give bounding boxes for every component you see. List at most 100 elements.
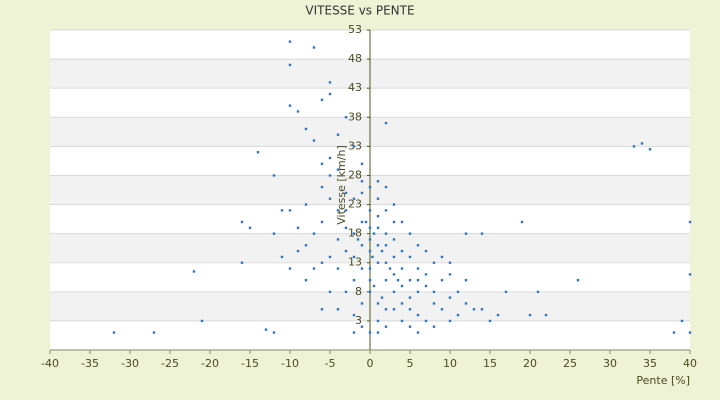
- point: [360, 302, 364, 305]
- point: [376, 302, 380, 305]
- point: [372, 232, 376, 235]
- point: [376, 197, 380, 200]
- point: [384, 232, 388, 235]
- chart-title: VITESSE vs PENTE: [305, 4, 414, 18]
- point: [480, 308, 484, 311]
- point: [424, 249, 428, 253]
- point: [400, 302, 404, 305]
- point: [536, 290, 540, 294]
- point: [368, 226, 372, 230]
- point: [392, 273, 396, 276]
- point: [352, 313, 356, 317]
- point: [272, 174, 276, 177]
- point: [408, 278, 412, 282]
- x-tick-label: -40: [41, 357, 59, 370]
- y-tick-label: 8: [355, 285, 362, 298]
- point: [376, 261, 380, 264]
- point: [288, 104, 292, 107]
- y-tick-label: 23: [348, 198, 362, 211]
- point: [320, 162, 324, 166]
- point: [400, 249, 404, 253]
- point: [280, 255, 284, 259]
- point: [192, 270, 196, 273]
- point: [328, 174, 332, 177]
- point: [472, 308, 476, 311]
- point: [320, 220, 324, 224]
- point: [328, 81, 332, 84]
- x-tick-label: 25: [563, 357, 577, 370]
- point: [320, 308, 324, 311]
- point: [448, 261, 452, 264]
- point: [448, 273, 452, 276]
- point: [380, 296, 384, 299]
- point: [360, 267, 364, 270]
- point: [464, 232, 468, 235]
- point: [200, 319, 204, 323]
- point: [352, 331, 356, 334]
- point: [376, 180, 380, 183]
- x-tick-label: -35: [81, 357, 99, 370]
- point: [312, 139, 316, 142]
- x-tick-label: -20: [201, 357, 219, 370]
- point: [576, 278, 580, 282]
- point: [408, 325, 412, 328]
- point: [368, 249, 372, 253]
- point: [448, 319, 452, 323]
- point: [312, 232, 316, 235]
- point: [464, 278, 468, 282]
- point: [320, 98, 324, 102]
- point: [440, 308, 444, 311]
- point: [384, 325, 388, 328]
- point: [352, 255, 356, 259]
- point: [648, 148, 652, 151]
- point: [400, 284, 404, 288]
- point: [376, 331, 380, 334]
- point: [336, 168, 340, 171]
- point: [371, 255, 374, 259]
- y-tick-label: 3: [355, 314, 362, 327]
- point: [408, 296, 412, 299]
- point: [640, 142, 644, 145]
- point: [356, 238, 360, 241]
- point: [328, 197, 332, 200]
- point: [336, 238, 340, 241]
- point: [392, 308, 396, 311]
- point: [360, 180, 364, 183]
- point: [440, 278, 444, 282]
- point: [368, 290, 372, 294]
- point: [344, 290, 348, 294]
- y-tick-label: 28: [348, 168, 362, 181]
- point: [368, 238, 372, 241]
- point: [272, 232, 276, 235]
- point: [336, 133, 340, 136]
- point: [416, 267, 420, 270]
- point: [496, 313, 500, 317]
- x-axis-title: Pente [%]: [636, 374, 690, 387]
- point: [416, 244, 420, 247]
- point: [328, 156, 332, 160]
- point: [380, 249, 384, 253]
- point: [456, 290, 460, 294]
- x-tick-label: 30: [603, 357, 617, 370]
- point: [368, 267, 372, 270]
- point: [240, 261, 244, 264]
- x-tick-label: -30: [121, 357, 139, 370]
- point: [328, 290, 332, 294]
- point: [400, 267, 404, 270]
- point: [384, 261, 388, 264]
- point: [432, 302, 436, 305]
- point: [400, 220, 404, 224]
- point: [480, 232, 484, 235]
- x-tick-label: -10: [281, 357, 299, 370]
- point: [376, 244, 380, 247]
- point: [320, 261, 324, 264]
- point: [384, 244, 388, 247]
- point: [248, 226, 252, 230]
- x-tick-label: 15: [483, 357, 497, 370]
- point: [408, 255, 412, 259]
- point: [504, 290, 508, 294]
- y-tick-label: 13: [348, 256, 362, 269]
- point: [312, 267, 316, 270]
- point: [392, 203, 396, 206]
- y-tick-label: 38: [348, 110, 362, 123]
